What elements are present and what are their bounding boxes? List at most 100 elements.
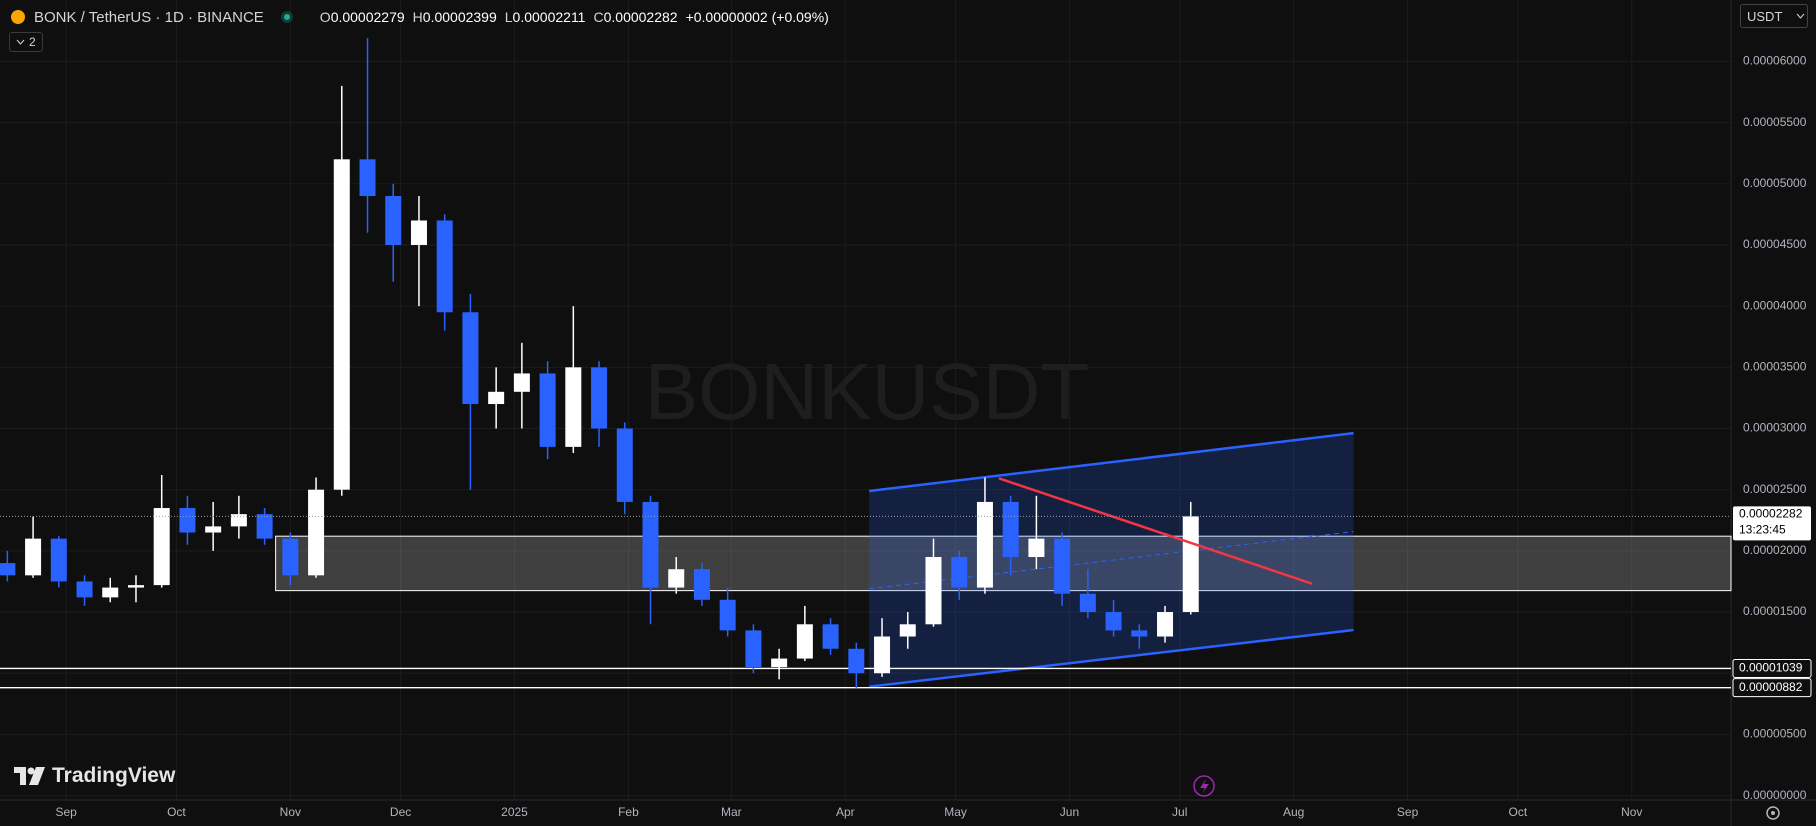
x-tick-label: Sep [1397, 805, 1419, 819]
level-tag [1732, 658, 1812, 678]
candle-body [745, 630, 762, 668]
candle-body [796, 624, 813, 659]
candle-body [771, 658, 788, 668]
channel-midline [869, 531, 1354, 590]
candle-body [822, 624, 839, 649]
candle-body [1131, 630, 1148, 637]
y-tick-label: 0.00006000 [1743, 54, 1807, 68]
x-tick-label: Dec [390, 805, 411, 819]
gear-outer [1766, 806, 1780, 820]
candle-body [1079, 593, 1096, 613]
candle-body [102, 587, 119, 598]
candle-body [488, 391, 505, 405]
candle-body [308, 489, 325, 576]
x-tick-label: Mar [721, 805, 742, 819]
countdown-label: 13:23:45 [1739, 523, 1786, 537]
candle-body [410, 220, 427, 245]
y-tick-label: 0.00000000 [1743, 788, 1807, 802]
chevron-icon [1797, 13, 1805, 19]
y-tick-label: 0.00002500 [1743, 482, 1807, 496]
candle-body [951, 556, 968, 588]
ohlc-value: 0.00002282 [603, 9, 678, 25]
candle-body [539, 373, 556, 447]
candle-body [256, 514, 273, 539]
ohlc-key: H [412, 9, 423, 25]
candle-body [1002, 501, 1019, 557]
candle-body [50, 538, 67, 582]
x-tick-label: 2025 [501, 805, 528, 819]
ohlc-key: C [593, 9, 604, 25]
candle-body [385, 196, 402, 245]
y-tick-label: 0.00001500 [1743, 604, 1807, 618]
x-tick-label: Nov [280, 805, 301, 819]
candle-body [1054, 538, 1071, 594]
candle-body [513, 373, 530, 392]
watermark: BONKUSDT [645, 347, 1090, 436]
ohlc-change: +0.00000002 (+0.09%) [685, 9, 829, 25]
x-tick-label: Oct [1509, 805, 1528, 819]
current-price-label: 0.00002282 [1739, 507, 1803, 521]
brand-icon [14, 767, 45, 785]
ohlc-key: O [319, 9, 331, 25]
x-tick-label: Nov [1621, 805, 1642, 819]
x-tick-label: Jul [1172, 805, 1187, 819]
x-tick-label: Jun [1060, 805, 1079, 819]
y-tick-label: 0.00005000 [1743, 176, 1807, 190]
candle-body [0, 563, 16, 576]
currency-label: USDT [1747, 8, 1783, 24]
level-label: 0.00000882 [1739, 680, 1803, 694]
currency-select[interactable]: USDT [1740, 4, 1808, 28]
candle-body [436, 220, 453, 313]
settings-button[interactable] [1766, 806, 1780, 820]
ohlc-item: H0.00002399 [413, 9, 497, 25]
candle-body [179, 508, 196, 533]
x-tick-label: Sep [55, 805, 77, 819]
event-icon [1193, 775, 1215, 797]
candle-body [848, 648, 865, 674]
symbol-title: BONK / TetherUS · 1D · BINANCE [34, 8, 264, 26]
y-tick-label: 0.00000500 [1743, 727, 1807, 741]
x-tick-label: Aug [1283, 805, 1304, 819]
ohlc-item: O0.00002279 [320, 9, 405, 25]
candle-body [925, 556, 942, 625]
current-price-tag [1733, 506, 1811, 541]
candle-body [719, 599, 736, 631]
channel-lower [869, 628, 1354, 688]
candle-body [1157, 612, 1174, 637]
indicator-toggle[interactable]: 2 [9, 32, 43, 52]
candle-body [1028, 538, 1045, 557]
status-dot [280, 11, 293, 23]
level-tag [1732, 678, 1812, 698]
x-tick-label: Feb [618, 805, 639, 819]
x-tick-label: May [944, 805, 967, 819]
ohlc-value: 0.00002279 [330, 9, 405, 25]
x-tick-label: Apr [836, 805, 855, 819]
candle-body [127, 585, 144, 588]
candle-body [1182, 516, 1199, 613]
trend-line [998, 477, 1313, 585]
candle-body [899, 624, 916, 637]
candle-body [359, 159, 376, 197]
candle-body [1105, 612, 1122, 631]
y-tick-label: 0.00002000 [1743, 543, 1807, 557]
event-circle [1193, 775, 1215, 797]
candle-body [616, 428, 633, 502]
candle-body [462, 312, 479, 405]
y-tick-label: 0.00003500 [1743, 360, 1807, 374]
brand-logo[interactable]: TradingView [14, 764, 175, 788]
candle-body [591, 367, 608, 429]
channel-upper [869, 431, 1354, 493]
ohlc-value: 0.00002399 [422, 9, 497, 25]
candle-body [642, 501, 659, 588]
ohlc-key: L [504, 9, 513, 25]
y-tick-label: 0.00005500 [1743, 115, 1807, 129]
candle-body [153, 508, 170, 586]
gear-inner [1771, 811, 1775, 815]
symbol-header: BONK / TetherUS · 1D · BINANCE O0.000022… [10, 6, 829, 28]
y-tick-label: 0.00003000 [1743, 421, 1807, 435]
candle-body [333, 159, 350, 490]
ohlc-item: C0.00002282 [593, 9, 677, 25]
y-tick-label: 0.00004500 [1743, 237, 1807, 251]
